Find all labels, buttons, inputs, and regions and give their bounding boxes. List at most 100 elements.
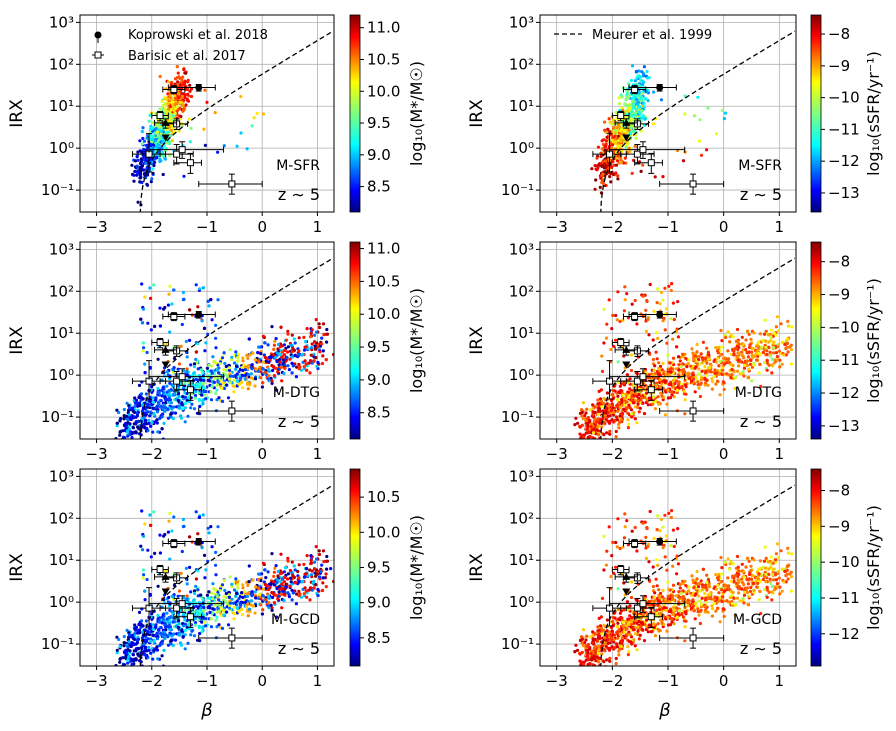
galaxy-point [175,373,178,376]
galaxy-point [270,325,273,328]
galaxy-point [221,400,224,403]
galaxy-point [201,319,204,322]
galaxy-point [206,594,209,597]
galaxy-point [238,383,241,386]
galaxy-point [704,370,707,373]
galaxy-point [690,380,693,383]
galaxy-point [167,80,170,83]
galaxy-point [587,436,590,439]
galaxy-point [198,399,201,402]
colorbar-tick-label: −10 [828,89,860,107]
galaxy-point [168,512,171,515]
galaxy-point [300,353,303,356]
galaxy-point [168,558,171,561]
galaxy-point [202,128,205,131]
galaxy-point [724,336,727,339]
galaxy-point [202,382,205,385]
galaxy-point [776,355,779,358]
galaxy-point [168,285,171,288]
panel-model-label: M-SFR [738,158,782,174]
galaxy-point [625,292,628,295]
galaxy-point [747,368,750,371]
galaxy-point [126,450,129,453]
koprowski-point [195,84,202,91]
galaxy-point [156,393,159,396]
y-tick-label: 10⁻¹ [41,408,74,426]
barisic-point [229,408,235,414]
galaxy-point [285,356,288,359]
galaxy-point [211,372,214,375]
galaxy-point [167,417,170,420]
galaxy-point [172,105,175,108]
galaxy-point [740,353,743,356]
y-tick-label: 10⁰ [49,366,74,384]
galaxy-point [321,354,324,357]
galaxy-point [313,340,316,343]
galaxy-point [626,391,629,394]
galaxy-point [609,180,612,183]
galaxy-point [190,403,193,406]
galaxy-point [748,343,751,346]
galaxy-point [615,404,618,407]
galaxy-point [261,381,264,384]
galaxy-point [176,80,179,83]
galaxy-point [142,308,145,311]
galaxy-point [697,373,700,376]
galaxy-point [173,366,176,369]
galaxy-point [764,319,767,322]
galaxy-point [168,331,171,334]
galaxy-point [769,339,772,342]
galaxy-point [304,586,307,589]
galaxy-point [614,140,617,143]
galaxy-point [291,371,294,374]
galaxy-point [157,390,160,393]
galaxy-point [141,142,144,145]
galaxy-point [749,359,752,362]
galaxy-point [241,356,244,359]
galaxy-point [617,426,620,429]
galaxy-point [595,157,598,160]
galaxy-point [719,354,722,357]
galaxy-point [310,332,313,335]
galaxy-point [320,564,323,567]
galaxy-point [146,351,149,354]
galaxy-point [587,443,590,446]
galaxy-point [627,426,630,429]
galaxy-point [262,361,265,364]
galaxy-point [179,101,182,104]
galaxy-point [582,439,585,442]
y-axis-label: IRX [467,99,487,128]
galaxy-point [309,359,312,362]
galaxy-point [320,337,323,340]
galaxy-point [778,359,781,362]
galaxy-point [313,360,316,363]
galaxy-point [320,342,323,345]
galaxy-point [630,412,633,415]
galaxy-point [125,673,128,676]
galaxy-point [135,174,138,177]
galaxy-point [154,138,157,141]
galaxy-point [758,363,761,366]
galaxy-point [680,365,683,368]
galaxy-point [608,298,611,301]
galaxy-point [576,422,579,425]
galaxy-point [126,447,129,450]
galaxy-point [682,368,685,371]
galaxy-point [672,302,675,305]
galaxy-point [279,326,282,329]
galaxy-point [778,365,781,368]
galaxy-point [139,168,142,171]
galaxy-point [315,331,318,334]
y-tick-label: 10¹ [509,324,534,342]
galaxy-point [311,328,314,331]
galaxy-point [763,333,766,336]
galaxy-point [585,432,588,435]
galaxy-point [617,390,620,393]
galaxy-point [298,563,301,566]
galaxy-point [597,433,600,436]
galaxy-point [254,590,257,593]
galaxy-point [182,298,185,301]
galaxy-point [616,398,619,401]
galaxy-point [145,392,148,395]
galaxy-point [624,298,627,301]
